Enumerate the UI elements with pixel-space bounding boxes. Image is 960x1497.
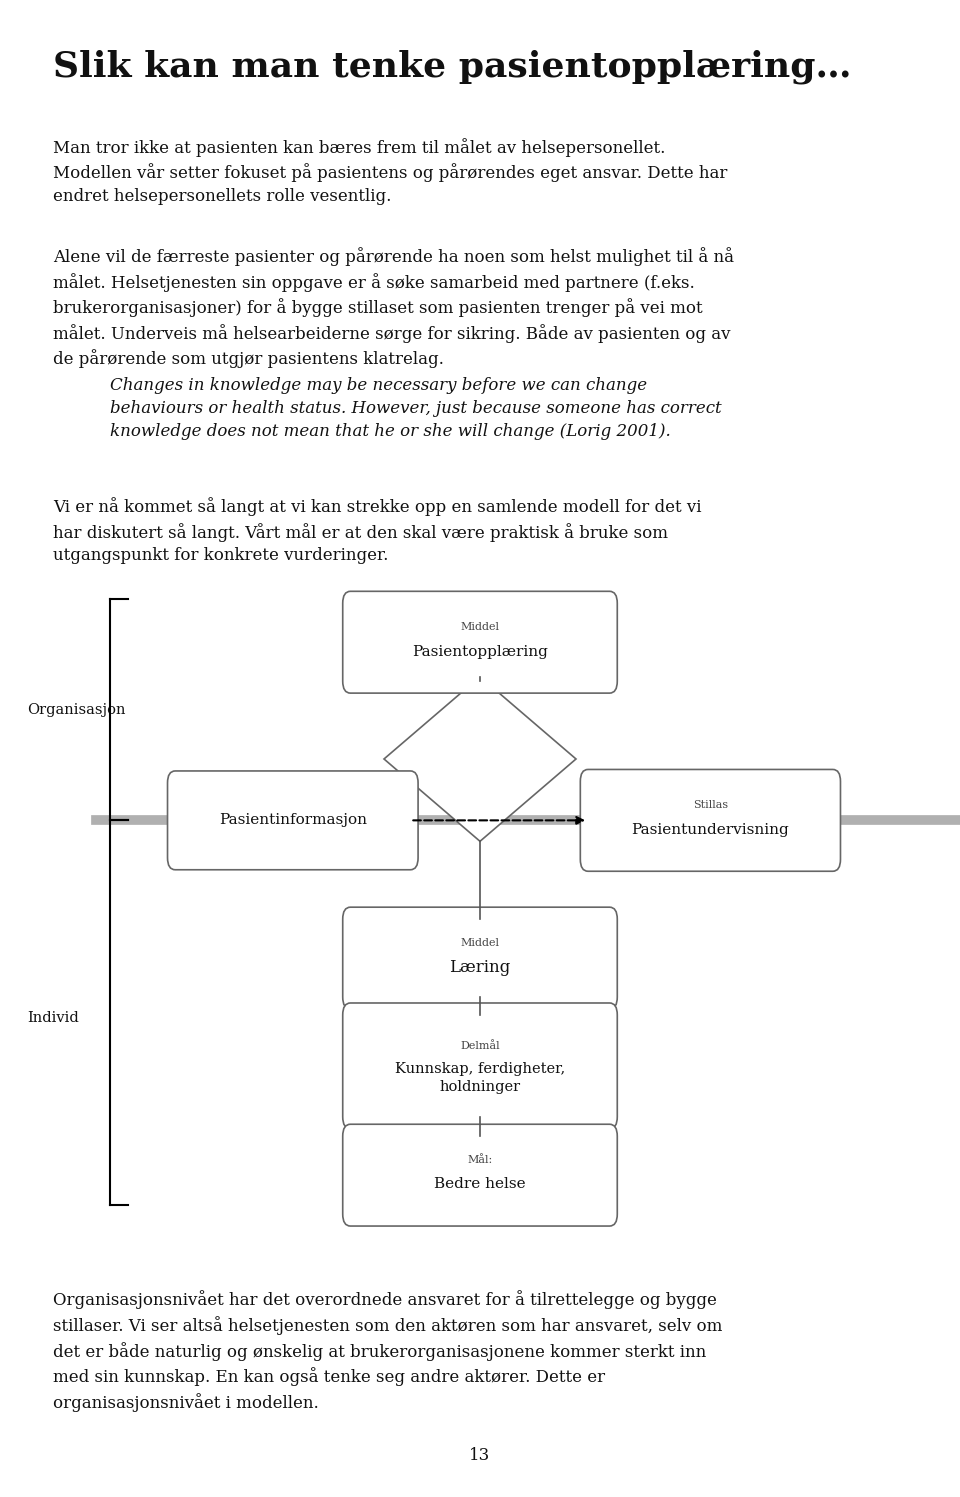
Text: Middel: Middel: [461, 621, 499, 632]
Polygon shape: [384, 677, 576, 841]
FancyBboxPatch shape: [580, 769, 841, 871]
Text: Vi er nå kommet så langt at vi kan strekke opp en samlende modell for det vi
har: Vi er nå kommet så langt at vi kan strek…: [53, 497, 702, 564]
FancyBboxPatch shape: [343, 907, 617, 1009]
Text: Slik kan man tenke pasientopplæring…: Slik kan man tenke pasientopplæring…: [53, 49, 852, 84]
FancyBboxPatch shape: [167, 771, 419, 870]
Text: Pasientundervisning: Pasientundervisning: [632, 823, 789, 837]
Text: Changes in knowledge may be necessary before we can change
behaviours or health : Changes in knowledge may be necessary be…: [110, 377, 722, 440]
Text: 13: 13: [469, 1448, 491, 1464]
Text: Mål:: Mål:: [468, 1154, 492, 1165]
FancyBboxPatch shape: [343, 591, 617, 693]
Text: Bedre helse: Bedre helse: [434, 1178, 526, 1192]
Text: Man tror ikke at pasienten kan bæres frem til målet av helsepersonellet.
Modelle: Man tror ikke at pasienten kan bæres fre…: [53, 138, 727, 205]
Text: Organisasjonsnivået har det overordnede ansvaret for å tilrettelegge og bygge
st: Organisasjonsnivået har det overordnede …: [53, 1290, 722, 1412]
Text: Organisasjon: Organisasjon: [27, 702, 126, 717]
Text: Delmål: Delmål: [460, 1040, 500, 1051]
Text: Individ: Individ: [27, 1010, 79, 1025]
Text: Kunnskap, ferdigheter,
holdninger: Kunnskap, ferdigheter, holdninger: [395, 1063, 565, 1094]
Text: Pasientinformasjon: Pasientinformasjon: [219, 813, 367, 828]
Text: Stillas: Stillas: [693, 799, 728, 810]
Text: Læring: Læring: [449, 960, 511, 976]
FancyBboxPatch shape: [343, 1124, 617, 1226]
Text: Alene vil de færreste pasienter og pårørende ha noen som helst mulighet til å nå: Alene vil de færreste pasienter og pårør…: [53, 247, 733, 368]
Text: Pasientopplæring: Pasientopplæring: [412, 645, 548, 659]
FancyBboxPatch shape: [343, 1003, 617, 1129]
Text: Middel: Middel: [461, 937, 499, 948]
